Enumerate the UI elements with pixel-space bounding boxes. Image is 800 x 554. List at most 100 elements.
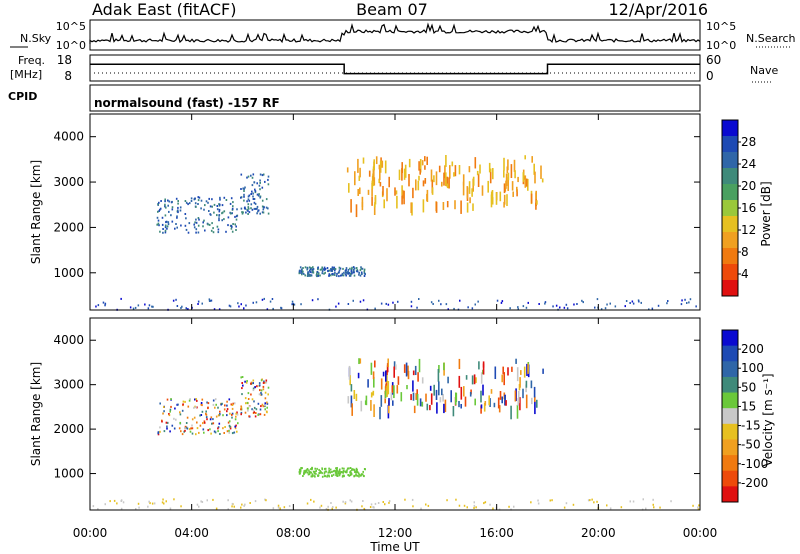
freq-panel	[89, 54, 701, 82]
range-tick-label: 2000	[53, 422, 84, 436]
scatter-cell	[474, 398, 476, 406]
scatter-cell	[252, 382, 254, 385]
scatter-cell	[359, 269, 362, 272]
scatter-cell	[373, 376, 375, 388]
scatter-cell	[330, 268, 332, 270]
scatter-cell	[209, 418, 212, 421]
scatter-cell	[506, 194, 508, 207]
nsearch-tick-top: 10^5	[706, 20, 736, 33]
ground-scatter-cell	[332, 506, 334, 509]
scatter-cell	[237, 422, 239, 425]
scatter-cell	[242, 211, 244, 214]
scatter-cell	[332, 470, 335, 473]
cpid-label: CPID	[8, 90, 37, 103]
scatter-cell	[403, 190, 405, 205]
scatter-cell	[353, 268, 355, 271]
scatter-cell	[336, 467, 338, 469]
scatter-cell	[253, 411, 255, 414]
scatter-cell	[181, 409, 184, 412]
ground-scatter-cell	[279, 507, 281, 510]
scatter-cell	[234, 215, 236, 218]
scatter-cell	[308, 266, 311, 269]
ground-scatter-cell	[420, 507, 422, 510]
ground-scatter-cell	[591, 498, 593, 501]
scatter-cell	[523, 366, 526, 378]
scatter-cell	[401, 162, 403, 174]
scatter-cell	[416, 393, 419, 406]
scatter-cell	[320, 471, 322, 474]
scatter-cell	[194, 202, 197, 205]
scatter-cell	[219, 433, 221, 435]
ground-scatter-cell	[372, 506, 374, 509]
scatter-cell	[480, 405, 482, 414]
scatter-cell	[309, 274, 312, 277]
scatter-cell	[161, 223, 164, 226]
ground-scatter-cell	[135, 508, 137, 510]
scatter-cell	[168, 414, 171, 417]
scatter-cell	[435, 171, 438, 186]
scatter-cell	[346, 167, 349, 173]
scatter-cell	[307, 473, 310, 476]
scatter-cell	[474, 157, 477, 169]
scatter-cell	[396, 385, 399, 394]
ground-scatter-cell	[600, 308, 603, 311]
scatter-cell	[328, 467, 330, 470]
scatter-cell	[260, 389, 263, 392]
scatter-cell	[524, 175, 527, 188]
scatter-cell	[368, 170, 371, 177]
scatter-cell	[364, 468, 366, 471]
ground-scatter-cell	[208, 298, 211, 301]
scatter-cell	[224, 426, 226, 428]
scatter-cell	[319, 274, 321, 277]
scatter-cell	[335, 467, 337, 470]
ground-scatter-cell	[240, 506, 242, 509]
scatter-cell	[250, 193, 252, 195]
scatter-cell	[159, 426, 161, 429]
scatter-cell	[166, 398, 169, 401]
ground-scatter-cell	[652, 503, 654, 506]
scatter-cell	[206, 418, 208, 421]
scatter-cell	[196, 406, 198, 409]
scatter-cell	[397, 376, 400, 385]
scatter-cell	[247, 175, 250, 178]
scatter-cell	[448, 177, 450, 189]
ground-scatter-cell	[631, 300, 634, 303]
scatter-cell	[472, 176, 475, 186]
scatter-cell	[236, 411, 238, 414]
scatter-cell	[264, 397, 267, 400]
scatter-cell	[259, 173, 262, 176]
scatter-cell	[338, 271, 340, 274]
scatter-cell	[335, 472, 338, 475]
scatter-cell	[177, 206, 179, 209]
scatter-cell	[217, 427, 219, 430]
colorbar-swatch	[722, 392, 738, 409]
scatter-cell	[357, 372, 360, 379]
ground-scatter-cell	[445, 303, 448, 306]
scatter-cell	[207, 406, 209, 409]
scatter-cell	[241, 211, 243, 214]
scatter-cell	[522, 388, 524, 399]
ground-scatter-cell	[638, 300, 640, 303]
scatter-cell	[507, 172, 510, 181]
scatter-cell	[407, 370, 410, 380]
scatter-cell	[535, 192, 537, 207]
ground-scatter-cell	[291, 300, 294, 303]
scatter-cell	[226, 414, 228, 417]
scatter-cell	[350, 199, 352, 213]
scatter-cell	[189, 430, 192, 433]
scatter-cell	[303, 471, 305, 474]
scatter-cell	[338, 472, 340, 475]
scatter-cell	[260, 379, 263, 382]
scatter-cell	[480, 372, 483, 384]
scatter-cell	[200, 199, 203, 202]
scatter-cell	[191, 432, 194, 435]
scatter-cell	[168, 210, 170, 213]
scatter-cell	[306, 471, 309, 474]
scatter-cell	[363, 272, 366, 275]
scatter-cell	[213, 430, 216, 433]
scatter-cell	[195, 406, 197, 409]
scatter-cell	[360, 267, 363, 270]
scatter-cell	[309, 268, 312, 271]
scatter-cell	[195, 433, 197, 436]
scatter-cell	[353, 390, 356, 400]
